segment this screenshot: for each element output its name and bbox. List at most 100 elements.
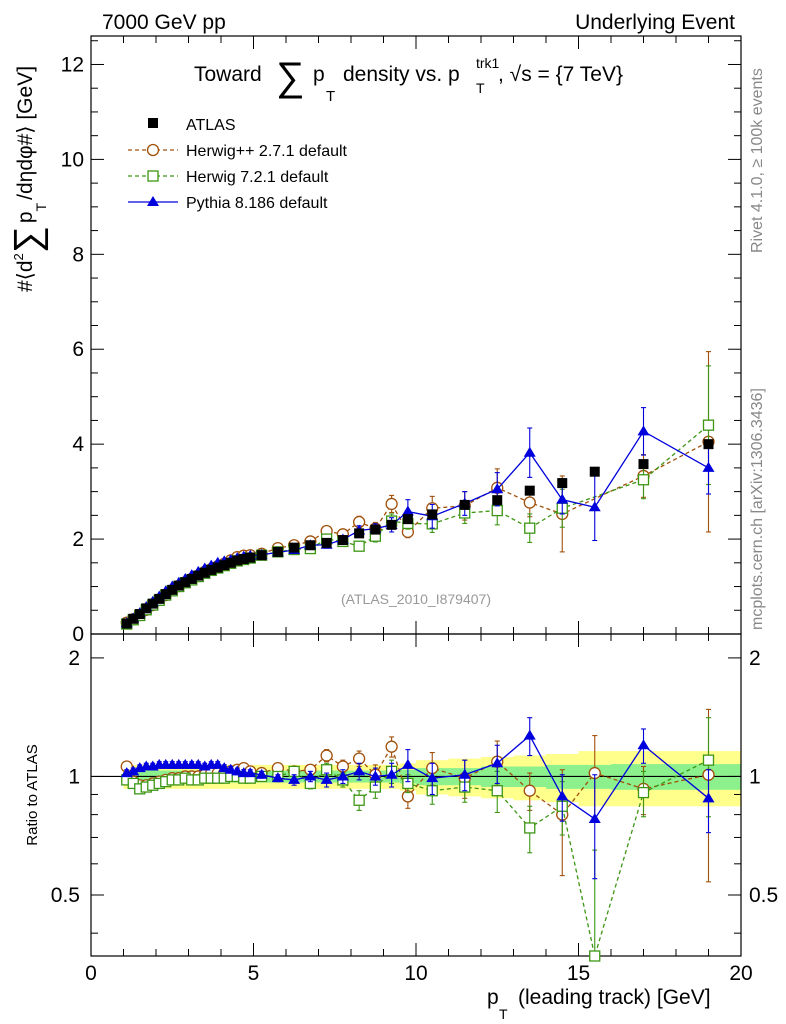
ylabel-t-sub: T	[33, 202, 49, 211]
main-y-tick-label-8: 8	[72, 243, 84, 266]
ratio-pythia-point-23	[304, 770, 317, 781]
main-atlas-point-4	[147, 598, 158, 609]
xlabel-rest: (leading track) [GeV]	[518, 986, 711, 1009]
ratio-y-tick-label-right-1: 1	[749, 765, 761, 788]
main-atlas-point-29	[402, 514, 413, 525]
ratio-herwig7-point-36	[637, 786, 650, 799]
main-atlas-point-36	[638, 459, 649, 470]
main-atlas-point-6	[160, 589, 171, 600]
title-prefix: Toward	[194, 63, 262, 86]
legend-marker-herwigpp	[146, 143, 160, 157]
ratio-herwig7-point-35	[589, 950, 601, 962]
legend-entry-pythia: Pythia 8.186 default	[128, 195, 328, 212]
ratio-y-tick-label-left-0.5: 0.5	[51, 884, 80, 907]
ratio-herwigpp-point-33	[523, 784, 536, 797]
main-pythia-point-37	[702, 461, 715, 472]
title-suffix: , √s = {7 TeV}	[498, 63, 623, 86]
main-atlas-point-12	[199, 567, 210, 578]
ratio-pythia-point-14	[211, 758, 224, 769]
title-t-sub2: T	[476, 80, 485, 96]
main-atlas-point-23	[305, 540, 316, 551]
main-pythia-point-33	[523, 446, 536, 457]
ratio-pythia-point-17	[231, 765, 244, 776]
ratio-pythia-point-33	[523, 729, 536, 740]
header-right: Underlying Event	[575, 11, 735, 34]
y-axis-label-ratio: Ratio to ATLAS	[24, 744, 41, 845]
title-trk-sup: trk1	[476, 55, 500, 71]
main-pythia-point-29	[401, 505, 414, 516]
main-atlas-point-10	[186, 573, 197, 584]
analysis-watermark: (ATLAS_2010_I879407)	[341, 591, 491, 607]
legend-marker-pythia	[147, 196, 159, 206]
ratio-y-tick-label-left-2: 2	[68, 647, 80, 670]
ratio-pythia-point-1	[127, 765, 140, 776]
main-atlas-point-24	[321, 537, 332, 548]
ratio-pythia-point-34	[556, 790, 569, 801]
main-herwig7-point-32	[491, 504, 503, 517]
x-axis-label: p T (leading track) [GeV]	[487, 986, 711, 1022]
legend-label-atlas: ATLAS	[186, 117, 236, 134]
ratio-pythia-point-27	[369, 770, 382, 781]
mcplots-label: mcplots.cern.ch [arXiv:1306.3436]	[749, 388, 766, 630]
legend-label-herwig7: Herwig 7.2.1 default	[186, 169, 329, 186]
main-herwig7-point-36	[702, 419, 715, 431]
main-atlas-point-11	[193, 570, 204, 581]
legend-entry-herwig7: Herwig 7.2.1 default	[128, 169, 329, 186]
main-atlas-point-14	[212, 562, 223, 573]
x-tick-label-20: 20	[729, 962, 752, 985]
ratio-herwig7-point-37	[702, 754, 715, 766]
legend-label-pythia: Pythia 8.186 default	[186, 195, 328, 212]
ratio-pythia-point-31	[458, 768, 471, 779]
plot-title: Toward ∑ p T density vs. p trk1 T , √s =…	[194, 55, 623, 105]
plot-data	[120, 351, 715, 962]
ratio-pythia-point-19	[244, 767, 257, 778]
main-atlas-point-7	[167, 584, 178, 595]
main-y-tick-label-10: 10	[61, 148, 84, 171]
main-herwig7-point-33	[524, 522, 536, 534]
main-y-tick-label-6: 6	[72, 338, 84, 361]
xlabel-p: p	[487, 986, 499, 1009]
x-tick-label-5: 5	[248, 962, 260, 985]
ylabel-a-sup: 2	[11, 253, 26, 260]
ratio-pythia-point-35	[588, 812, 601, 823]
main-herwig7-point-35	[637, 474, 650, 486]
ratio-herwig7-point-26	[353, 794, 365, 806]
header-left: 7000 GeV pp	[102, 11, 226, 34]
ratio-pythia-point-29	[401, 758, 414, 769]
main-pythia-point-36	[637, 425, 650, 436]
legend: ATLAS Herwig++ 2.7.1 default Herwig 7.2.…	[128, 117, 348, 212]
main-atlas-point-0	[121, 618, 132, 629]
main-herwigpp-point-33	[523, 496, 536, 509]
main-atlas-point-17	[232, 555, 243, 566]
main-atlas-point-5	[154, 593, 165, 604]
legend-entry-herwigpp: Herwig++ 2.7.1 default	[128, 143, 348, 160]
main-atlas-point-2	[134, 609, 145, 620]
ratio-pythia-point-20	[255, 768, 268, 779]
main-atlas-point-35	[589, 466, 600, 477]
x-tick-label-0: 0	[85, 962, 97, 985]
ratio-herwig7-point-33	[524, 822, 536, 834]
main-atlas-point-30	[427, 509, 438, 520]
main-atlas-point-22	[289, 542, 300, 553]
ylabel-b: /dηdφ#⟩ [GeV]	[14, 66, 37, 200]
main-y-tick-label-2: 2	[72, 528, 84, 551]
main-y-tick-label-12: 12	[61, 53, 84, 76]
ratio-herwigpp-point-24	[320, 749, 333, 762]
main-atlas-point-19	[245, 552, 256, 563]
legend-entry-atlas: ATLAS	[148, 117, 236, 134]
main-pythia-point-35	[588, 501, 601, 512]
legend-marker-herwig7	[147, 170, 159, 182]
main-herwig7-point-26	[353, 540, 365, 552]
ratio-pythia-point-22	[288, 773, 301, 784]
ratio-pythia-point-28	[385, 768, 398, 779]
legend-label-herwigpp: Herwig++ 2.7.1 default	[186, 143, 348, 160]
svg-text:#⟨d2∑pT/dηdφ#⟩ [GeV]: #⟨d2∑ pT/dηdφ#⟩ [GeV]	[7, 66, 49, 292]
ratio-pythia-point-36	[637, 739, 650, 750]
ratio-pythia-point-32	[491, 757, 504, 768]
title-sum: ∑	[276, 55, 305, 99]
ratio-y-tick-label-right-2: 2	[749, 647, 761, 670]
ylabel-sum: ∑	[7, 226, 49, 253]
main-atlas-point-31	[459, 499, 470, 510]
